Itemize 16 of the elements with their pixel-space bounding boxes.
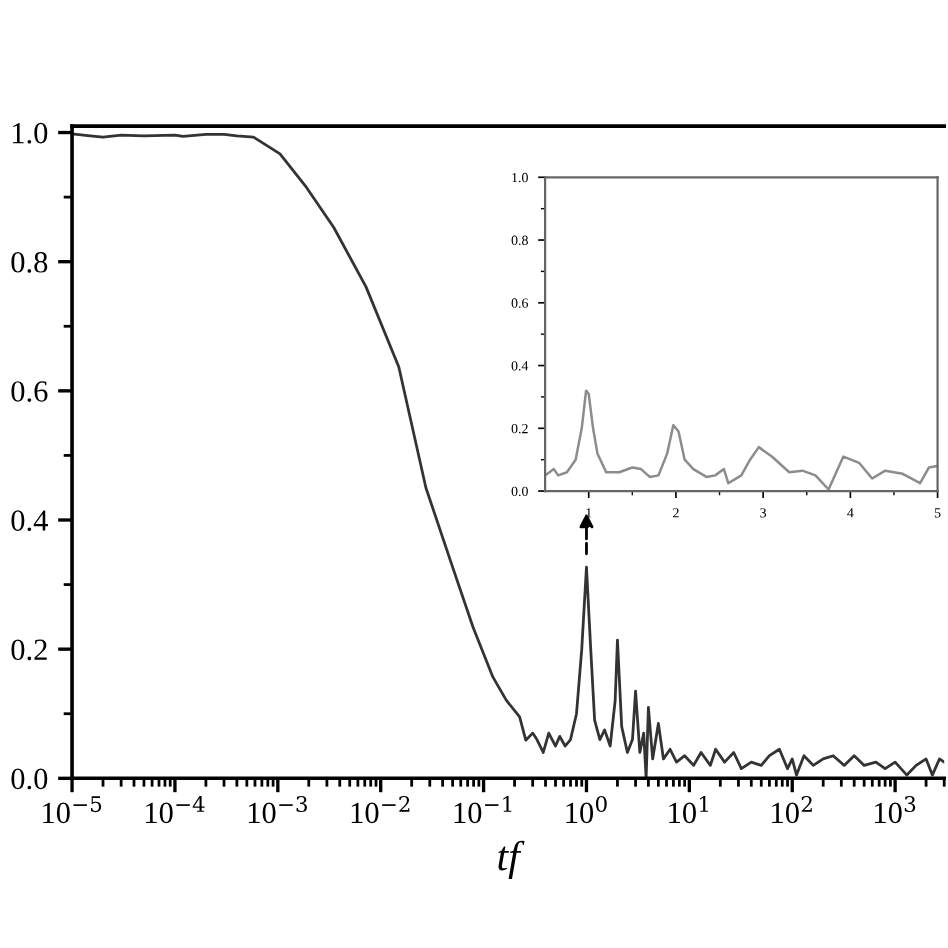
x-tick-label: 10$^{0}$ <box>566 795 607 824</box>
y-tick-label: 0.6 <box>11 381 48 402</box>
x-tick-label: 10$^{3}$ <box>875 795 916 824</box>
x-tick-label: 10$^{−5}$ <box>43 796 102 824</box>
y-tick-label: 1.0 <box>12 122 48 144</box>
y-tick-label: 0.2 <box>11 639 47 661</box>
x-axis-title: tf <box>498 840 525 879</box>
y-tick-label: 0.4 <box>11 510 48 532</box>
x-tick-label: 10$^{−2}$ <box>351 795 410 824</box>
x-tick-label: 10$^{2}$ <box>772 795 812 824</box>
x-tick-label: 10$^{−4}$ <box>145 795 205 824</box>
y-tick-label: 0.0 <box>11 768 48 790</box>
y-tick-label: 0.8 <box>11 251 48 273</box>
x-tick-label: 10$^{−1}$ <box>454 795 512 824</box>
x-tick-label: 10$^{1}$ <box>669 795 708 824</box>
x-tick-label: 10$^{−3}$ <box>248 795 307 824</box>
